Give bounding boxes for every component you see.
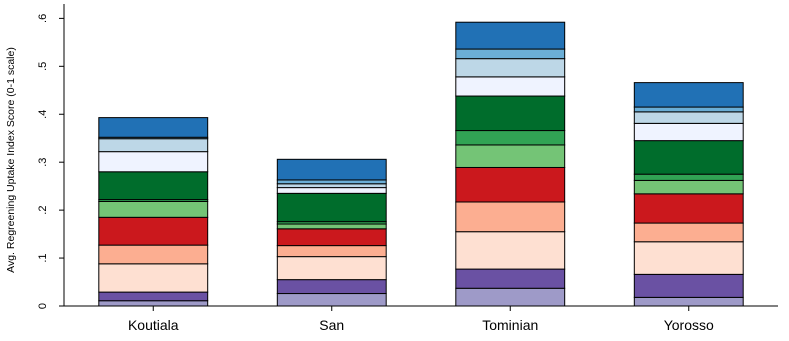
bar-segment (276, 187, 387, 194)
y-axis-label: Avg. Regreening Uptake Index Score (0-1 … (5, 47, 17, 273)
bar-stack (633, 82, 744, 307)
bar-segment (455, 268, 566, 289)
bar-segment (98, 291, 209, 302)
bar-segment (455, 48, 566, 60)
bar-stack (455, 21, 566, 307)
bar-segment (633, 140, 744, 175)
bar-segment (276, 228, 387, 247)
bar-segment (633, 273, 744, 298)
bar-segment (455, 287, 566, 307)
bar-segment (455, 166, 566, 203)
bar-segment (455, 76, 566, 97)
bar-segment (455, 130, 566, 146)
y-tick-label: 0 (37, 303, 49, 309)
y-tick-label: .5 (37, 62, 49, 71)
x-tick-label: Tominian (482, 317, 538, 333)
bar-segment (633, 296, 744, 307)
bar-segment (276, 293, 387, 307)
bar-segment (633, 82, 744, 108)
bar-segment (633, 241, 744, 275)
y-tick-label: .1 (37, 253, 49, 262)
bar-stack (98, 117, 209, 307)
bar-segment (455, 95, 566, 132)
bar-segment (633, 193, 744, 224)
bar-segment (98, 138, 209, 153)
bar-segment (98, 300, 209, 307)
bar-segment (633, 106, 744, 113)
bar-segment (276, 179, 387, 185)
bar-segment (276, 245, 387, 258)
bar-segment (276, 223, 387, 230)
y-axis: 0 .1 .2 .3 .4 .5 .6 (37, 4, 65, 309)
bar-segment (633, 122, 744, 142)
x-tick-label: Yorosso (664, 317, 714, 333)
x-tick-label: San (319, 317, 344, 333)
bar-segment (633, 111, 744, 124)
y-tick-label: .6 (37, 14, 49, 23)
bar-segment (98, 216, 209, 246)
x-tick-label: Koutiala (128, 317, 179, 333)
bar-segment (633, 222, 744, 243)
y-tick-label: .3 (37, 158, 49, 167)
bar-segment (276, 192, 387, 223)
bar-segment (98, 263, 209, 293)
bar-segment (455, 58, 566, 78)
bar-segment (98, 117, 209, 138)
bar-segment (455, 21, 566, 50)
y-tick-label: .2 (37, 206, 49, 215)
bar-segment (276, 279, 387, 295)
x-axis: Koutiala San Tominian Yorosso (64, 305, 778, 333)
bar-segment (455, 201, 566, 233)
bar-segment (455, 231, 566, 270)
bar-segment (98, 244, 209, 265)
bars-group (98, 21, 744, 307)
bar-segment (98, 171, 209, 201)
bar-segment (98, 151, 209, 173)
bar-segment (455, 144, 566, 168)
bar-segment (98, 200, 209, 218)
bar-stack (276, 158, 387, 307)
y-tick-label: .4 (37, 110, 49, 119)
bar-segment (276, 256, 387, 281)
bar-segment (276, 183, 387, 189)
bar-segment (276, 158, 387, 181)
bar-segment (633, 173, 744, 181)
bar-segment (633, 179, 744, 195)
